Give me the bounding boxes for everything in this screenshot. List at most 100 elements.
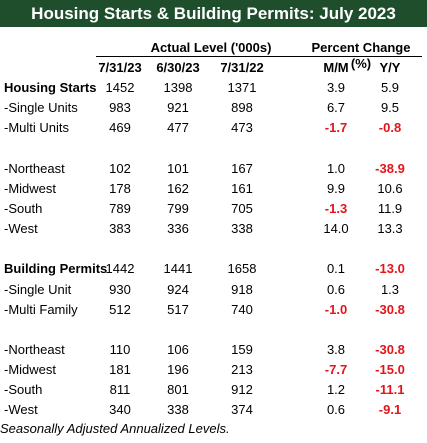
cell-value: 740 (231, 301, 253, 317)
cell-value: 14.0 (323, 221, 349, 237)
cell-value: 102 (109, 160, 131, 176)
row-label: -Northeast (4, 341, 65, 357)
cell-value: 517 (167, 301, 189, 317)
cell-value: -11.1 (375, 382, 405, 398)
cell-value: 801 (167, 382, 189, 398)
column-header-7-31-23: 7/31/23 (98, 60, 142, 75)
cell-value: 789 (109, 200, 131, 216)
cell-value: 383 (109, 221, 131, 237)
cell-value: 918 (231, 281, 253, 297)
table-row: -South 811 801 912 1.2 -11.1 (0, 380, 427, 400)
cell-value: 1.3 (380, 281, 400, 297)
cell-value: 162 (167, 180, 189, 196)
cell-value: 336 (167, 221, 189, 237)
cell-value: 340 (109, 402, 131, 418)
table-row: Building Permits 1442 1441 1658 0.1 -13.0 (0, 259, 427, 279)
actual-level-header: Actual Level ('000s) (150, 40, 272, 55)
cell-value: 1398 (163, 80, 193, 95)
cell-value: -30.8 (375, 301, 405, 317)
row-label: -Northeast (4, 160, 65, 176)
cell-value: 374 (231, 402, 253, 418)
cell-value: -13.0 (375, 261, 405, 277)
cell-value: 924 (167, 281, 189, 297)
cell-value: 11.9 (377, 200, 403, 216)
cell-value: 13.3 (377, 221, 403, 237)
cell-value: 473 (231, 120, 253, 136)
table-row: -South 789 799 705 -1.3 11.9 (0, 199, 427, 219)
percent-change-underline (300, 56, 422, 57)
column-header-6-30-23: 6/30/23 (156, 60, 200, 75)
cell-value: 921 (167, 100, 189, 116)
cell-value: -0.8 (378, 120, 402, 136)
cell-value: 161 (231, 180, 253, 196)
cell-value: 512 (109, 301, 131, 317)
cell-value: -1.7 (324, 120, 348, 136)
cell-value: 912 (231, 382, 253, 398)
cell-value: 477 (167, 120, 189, 136)
cell-value: 811 (109, 382, 131, 398)
cell-value: 1.2 (326, 382, 346, 398)
actual-level-underline (96, 56, 324, 57)
cell-value: 159 (231, 341, 253, 357)
cell-value: 9.9 (326, 180, 346, 196)
table-row: -Single Unit 930 924 918 0.6 1.3 (0, 280, 427, 300)
cell-value: 1442 (105, 261, 135, 277)
table-footnote: Seasonally Adjusted Annualized Levels. (0, 421, 230, 436)
column-header-7-31-22: 7/31/22 (220, 60, 264, 75)
cell-value: 705 (231, 200, 253, 216)
cell-value: 3.8 (326, 341, 346, 357)
cell-value: 3.9 (326, 80, 346, 95)
table-row: -Multi Family 512 517 740 -1.0 -30.8 (0, 300, 427, 320)
column-header-mm: M/M (323, 60, 349, 75)
row-label: -Multi Family (4, 301, 78, 317)
cell-value: 1.0 (326, 160, 346, 176)
cell-value: 799 (167, 200, 189, 216)
table-body: Housing Starts 1452 1398 1371 3.9 5.9 -Single… (0, 78, 427, 421)
cell-value: 178 (109, 180, 131, 196)
cell-value: 1441 (163, 261, 193, 277)
cell-value: 110 (109, 341, 131, 357)
table-row: -Northeast 110 106 159 3.8 -30.8 (0, 340, 427, 360)
table-row: -Midwest 178 162 161 9.9 10.6 (0, 179, 427, 199)
cell-value: 983 (109, 100, 131, 116)
cell-value: 0.6 (326, 281, 346, 297)
row-label: -South (4, 200, 43, 216)
cell-value: -9.1 (378, 402, 402, 418)
percent-change-header: Percent Change (%) (311, 40, 411, 71)
cell-value: 10.6 (377, 180, 403, 196)
cell-value: 930 (109, 281, 131, 297)
table-spacer (0, 239, 427, 259)
table-spacer (0, 139, 427, 159)
cell-value: 167 (231, 160, 253, 176)
cell-value: -1.3 (324, 200, 348, 216)
row-label: Housing Starts (4, 80, 97, 95)
cell-value: 1658 (227, 261, 257, 277)
row-label: -West (4, 402, 38, 418)
row-label: -Multi Units (4, 120, 70, 136)
table-row: -Midwest 181 196 213 -7.7 -15.0 (0, 360, 427, 380)
cell-value: 196 (167, 362, 189, 378)
row-label: -West (4, 221, 38, 237)
cell-value: 338 (231, 221, 253, 237)
table-title: Housing Starts & Building Permits: July … (0, 0, 427, 27)
column-header-yy: Y/Y (379, 60, 401, 75)
table-row: -Multi Units 469 477 473 -1.7 -0.8 (0, 118, 427, 138)
row-label: -South (4, 382, 43, 398)
cell-value: -7.7 (324, 362, 348, 378)
cell-value: -38.9 (375, 160, 405, 176)
row-label: -Midwest (4, 362, 57, 378)
cell-value: 0.1 (326, 261, 346, 277)
cell-value: 1371 (227, 80, 257, 95)
cell-value: 106 (167, 341, 189, 357)
row-label: Building Permits (4, 261, 108, 277)
cell-value: 0.6 (326, 402, 346, 418)
table-spacer (0, 320, 427, 340)
cell-value: 338 (167, 402, 189, 418)
row-label: -Midwest (4, 180, 57, 196)
cell-value: 213 (231, 362, 253, 378)
cell-value: 5.9 (380, 80, 400, 95)
cell-value: 181 (109, 362, 131, 378)
cell-value: -15.0 (375, 362, 405, 378)
row-label: -Single Unit (4, 281, 72, 297)
